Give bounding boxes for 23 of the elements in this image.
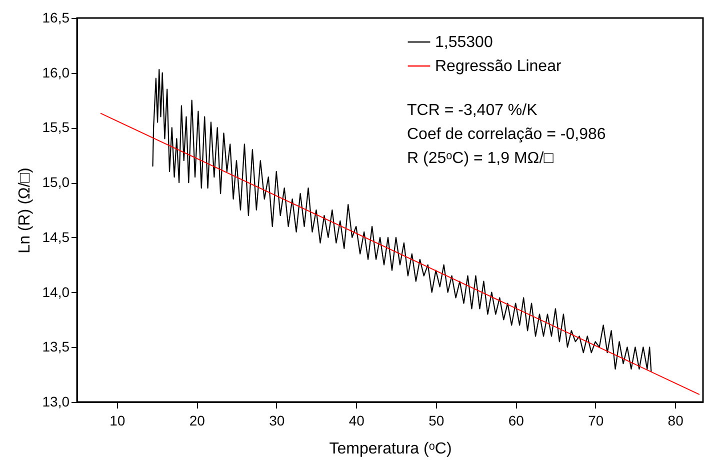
legend-label: 1,55300 bbox=[435, 34, 493, 51]
x-tick-label: 80 bbox=[668, 412, 684, 428]
y-tick-label: 13,5 bbox=[42, 338, 70, 355]
x-tick-label: 60 bbox=[508, 412, 524, 428]
y-tick-label: 16,5 bbox=[42, 10, 70, 26]
y-tick-label: 16,0 bbox=[42, 64, 70, 80]
x-tick-label: 40 bbox=[348, 412, 365, 428]
y-tick-label: 13,0 bbox=[42, 394, 70, 410]
annotation: Coef de correlação = -0,986 bbox=[407, 126, 606, 143]
annotation: TCR = -3,407 %/K bbox=[407, 102, 538, 119]
legend-label: Regressão Linear bbox=[435, 58, 562, 75]
annotation: R (25ᵒC) = 1,9 MΩ/□ bbox=[407, 150, 554, 167]
x-axis-title: Temperatura (ᵒC) bbox=[329, 440, 452, 458]
x-tick-label: 10 bbox=[110, 412, 126, 428]
y-axis-title: Ln (R) (Ω/□) bbox=[16, 168, 34, 254]
x-tick-label: 70 bbox=[588, 412, 604, 428]
y-tick-label: 15,0 bbox=[42, 174, 70, 190]
x-tick-label: 50 bbox=[428, 412, 444, 428]
x-tick-label: 20 bbox=[189, 412, 206, 428]
y-tick-label: 15,5 bbox=[42, 119, 70, 136]
y-tick-label: 14,0 bbox=[42, 284, 70, 300]
y-tick-label: 14,5 bbox=[42, 228, 70, 245]
x-tick-label: 30 bbox=[269, 412, 285, 428]
